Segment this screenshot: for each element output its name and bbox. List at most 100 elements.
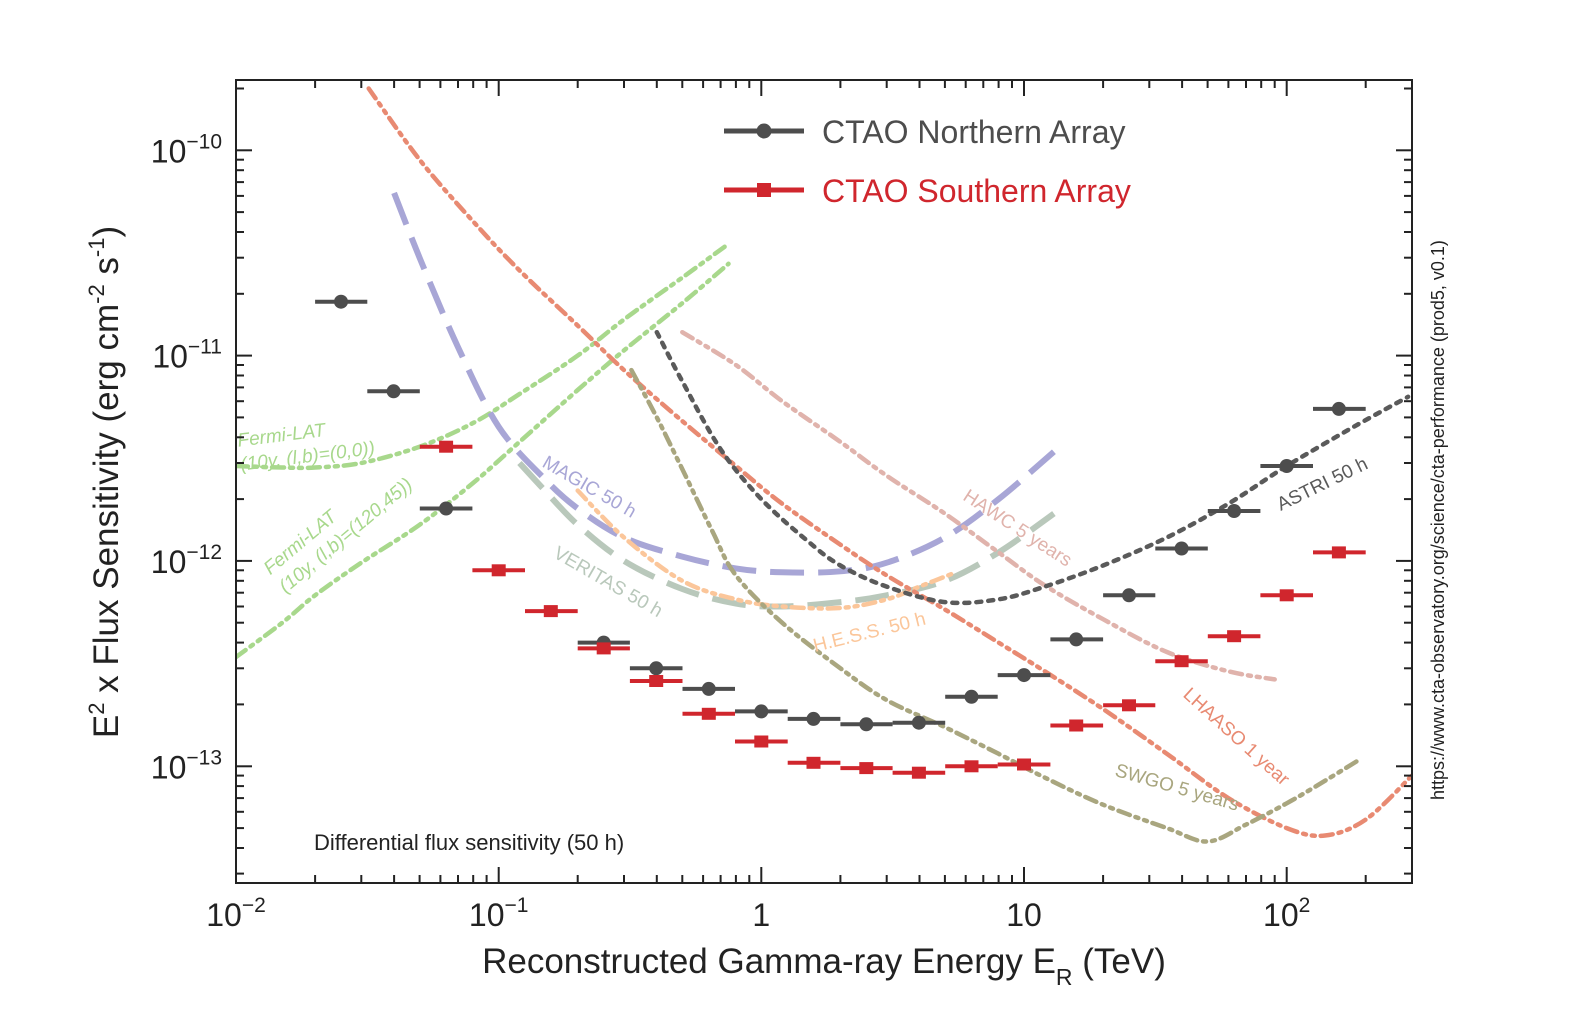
y-axis-label-part: -2 <box>84 284 109 304</box>
data-point <box>911 766 926 779</box>
y-axis-label-part: x Flux Sensitivity (erg cm <box>87 304 126 703</box>
tick-label: 10 <box>1006 897 1042 933</box>
tick-label: 10−12 <box>151 541 222 580</box>
plot-frame <box>235 79 1413 884</box>
tick-exponent: −10 <box>186 130 222 153</box>
tick-base: 10 <box>151 544 187 580</box>
tick-exponent: −12 <box>186 541 222 564</box>
curve-label-line: HAWC 5 years <box>959 486 1075 572</box>
data-point <box>859 762 874 775</box>
data-point <box>439 440 454 453</box>
x-axis-label: Reconstructed Gamma-ray Energy ER (TeV) <box>482 942 1166 990</box>
data-point <box>1227 630 1242 643</box>
data-point <box>334 294 348 309</box>
data-point <box>806 711 821 726</box>
y-axis-label-part: s <box>87 257 126 284</box>
data-point <box>1174 541 1189 556</box>
x-axis-label-sub: R <box>1056 964 1073 990</box>
x-axis-label-unit: (TeV) <box>1073 942 1166 981</box>
data-point <box>1174 655 1189 668</box>
data-point <box>596 642 611 655</box>
data-point <box>754 735 769 748</box>
curve-label-swgo-5-years: SWGO 5 years <box>1113 760 1242 815</box>
data-point <box>1331 401 1346 416</box>
tick-exponent: −2 <box>242 894 266 917</box>
legend-marker <box>757 183 771 197</box>
curve-fermi-lat-10y-l-b-0-0 <box>236 241 731 471</box>
tick-label: 10−2 <box>206 894 266 933</box>
tick-base: 10 <box>151 133 187 169</box>
y-axis-label-part: 2 <box>84 703 109 715</box>
y-axis-label-part: ) <box>87 226 126 238</box>
curve-label-fermi-lat-10y-l-b-120-45: Fermi-LAT(10y, (l,b)=(120,45)) <box>260 474 417 597</box>
data-point <box>964 689 979 704</box>
curve-label-h-e-s-s-50-h: H.E.S.S. 50 h <box>811 609 928 657</box>
ctao-series <box>315 294 1366 779</box>
tick-base: 10 <box>469 897 505 933</box>
data-point <box>1279 589 1294 602</box>
curve-label-line: SWGO 5 years <box>1113 760 1242 815</box>
tick-label: 1 <box>752 897 770 933</box>
data-point <box>386 384 401 399</box>
tick-exponent: −11 <box>188 336 222 359</box>
curve-h-e-s-s-50-h <box>575 488 959 611</box>
legend-item-ctao-southern-array: CTAO Southern Array <box>724 173 1131 209</box>
annotation-text: Differential flux sensitivity (50 h) <box>314 830 624 855</box>
legend-label: CTAO Southern Array <box>822 173 1131 209</box>
curve-hawc-5-years <box>680 329 1277 682</box>
data-point <box>1122 588 1136 603</box>
tick-label: 102 <box>1263 894 1310 933</box>
curve-label-hawc-5-years: HAWC 5 years <box>959 486 1075 572</box>
data-point <box>911 715 926 730</box>
legend: CTAO Northern Array CTAO Southern Array <box>724 114 1131 209</box>
data-point <box>439 501 454 516</box>
data-point <box>1069 632 1084 647</box>
tick-exponent: −1 <box>505 894 529 917</box>
legend-label: CTAO Northern Array <box>822 114 1125 150</box>
data-point <box>1331 546 1346 559</box>
curve-veritas-50-h <box>517 460 1056 610</box>
curve-magic-50-h <box>391 191 1056 576</box>
y-axis-label: E2 x Flux Sensitivity (erg cm-2 s-1) <box>84 226 126 738</box>
data-point <box>701 681 716 696</box>
tick-base: 1 <box>752 897 770 933</box>
legend-marker <box>756 123 772 139</box>
side-url-text: https://www.cta-observatory.org/science/… <box>1428 240 1448 800</box>
data-point <box>649 661 664 676</box>
tick-base: 10 <box>151 749 187 785</box>
legend-item-ctao-northern-array: CTAO Northern Array <box>724 114 1125 150</box>
data-point <box>1069 719 1084 732</box>
tick-exponent: −13 <box>186 746 222 769</box>
x-axis-label-main: Reconstructed Gamma-ray Energy E <box>482 942 1056 981</box>
series-ctao-southern-array <box>419 440 1366 779</box>
data-point <box>754 704 769 719</box>
data-point <box>543 605 558 618</box>
tick-label: 10−10 <box>151 130 222 169</box>
data-point <box>964 760 979 773</box>
reference-curves <box>236 86 1412 844</box>
data-point <box>1017 758 1031 771</box>
tick-base: 10 <box>152 339 188 375</box>
axes: 10−2 10−1 1 10 10210−1010−1110−1210−13Recons… <box>84 79 1413 990</box>
y-axis-label-part: -1 <box>84 237 109 257</box>
tick-base: 10 <box>1006 897 1042 933</box>
data-point <box>1017 668 1031 683</box>
data-point <box>1279 459 1294 473</box>
series-ctao-northern-array <box>315 294 1366 732</box>
y-axis-label-part: E <box>87 715 126 738</box>
data-point <box>1227 504 1242 518</box>
data-point <box>649 675 664 687</box>
tick-base: 10 <box>1263 897 1299 933</box>
tick-label: 10−1 <box>469 894 529 933</box>
data-point <box>701 707 716 720</box>
data-point <box>806 756 821 769</box>
tick-label: 10−13 <box>151 746 222 785</box>
curve-swgo-5-years <box>629 367 1363 844</box>
tick-base: 10 <box>206 897 242 933</box>
data-point <box>1122 699 1136 712</box>
tick-exponent: 2 <box>1299 894 1311 917</box>
tick-label: 10−11 <box>152 336 222 375</box>
curve-label-line: H.E.S.S. 50 h <box>811 609 928 657</box>
